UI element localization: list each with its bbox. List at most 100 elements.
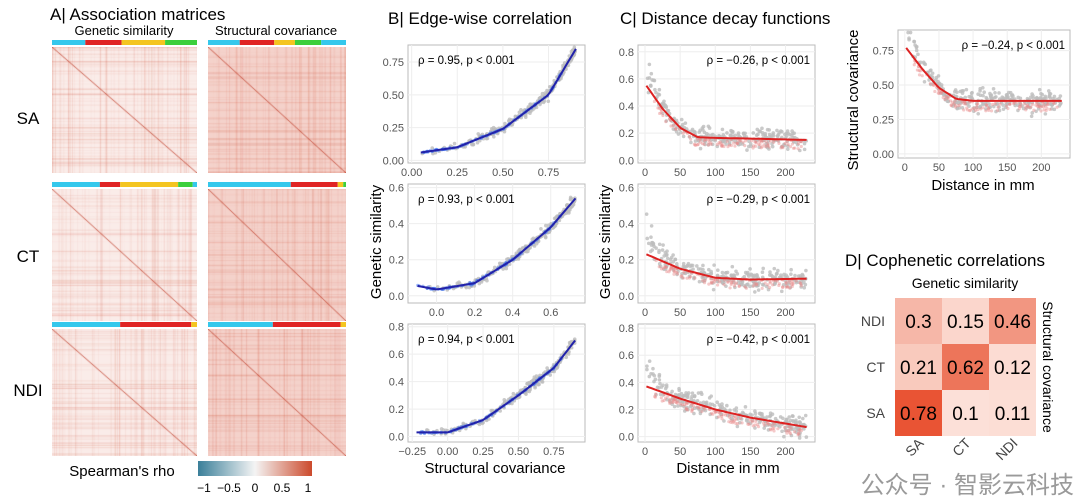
data-point (566, 352, 571, 356)
data-point (539, 227, 543, 231)
density-point (790, 142, 794, 146)
data-point (1010, 96, 1014, 101)
correlation-annotation: ρ = 0.93, p < 0.001 (418, 194, 515, 206)
data-point (675, 398, 680, 403)
data-point (690, 127, 695, 132)
density-point (679, 274, 683, 279)
density-point (700, 141, 704, 146)
density-point (712, 278, 716, 282)
data-point (1013, 103, 1017, 108)
density-point (732, 284, 737, 288)
density-point (786, 285, 790, 289)
density-point (718, 280, 722, 284)
density-point (678, 402, 683, 406)
data-point (782, 434, 786, 439)
density-point (754, 141, 758, 145)
data-point (749, 273, 754, 277)
density-point (784, 281, 788, 286)
panel-a-title: A| Association matrices (50, 5, 225, 24)
data-point (997, 108, 1002, 113)
density-point (771, 283, 775, 287)
data-point (802, 141, 807, 146)
density-point (716, 410, 720, 414)
module-bar-segment (178, 182, 193, 187)
density-point (785, 431, 789, 435)
data-point (930, 71, 935, 76)
density-point (760, 145, 764, 149)
density-point (698, 140, 702, 144)
data-point (783, 132, 787, 137)
data-point (671, 260, 676, 264)
density-point (752, 144, 756, 148)
density-point (729, 282, 733, 286)
data-point (689, 397, 694, 401)
density-point (735, 141, 739, 145)
y-tick-label: 0.0 (389, 291, 404, 303)
x-tick-label: 150 (741, 446, 759, 458)
data-point (798, 148, 802, 153)
density-point (680, 403, 685, 407)
fit-line (417, 197, 577, 291)
y-tick-label: 0.25 (873, 114, 894, 126)
data-point (912, 39, 916, 44)
density-point (741, 140, 745, 144)
data-point (772, 282, 777, 287)
data-point (1047, 94, 1052, 98)
data-point (477, 281, 482, 286)
density-point (761, 421, 765, 425)
data-point (976, 111, 981, 116)
density-point (740, 421, 744, 425)
data-point (955, 90, 959, 95)
data-point (801, 274, 805, 278)
density-point (717, 140, 721, 145)
data-point (725, 403, 729, 408)
density-point (950, 100, 955, 104)
data-point (704, 400, 709, 405)
data-point (498, 262, 503, 266)
data-point (768, 270, 772, 274)
data-point (747, 274, 751, 278)
density-point (1008, 102, 1012, 106)
density-point (671, 124, 675, 128)
data-point (671, 268, 676, 272)
density-point (691, 404, 695, 408)
data-point (710, 142, 715, 147)
data-point (730, 264, 735, 269)
density-point (688, 275, 693, 279)
density-point (768, 139, 772, 143)
density-point (931, 83, 935, 87)
data-point (662, 99, 666, 104)
density-point (762, 143, 766, 147)
density-point (692, 142, 697, 146)
data-point (943, 97, 948, 102)
density-point (734, 421, 738, 426)
data-point (1018, 96, 1023, 101)
data-point (752, 273, 757, 278)
x-tick-label: 50 (674, 446, 686, 458)
density-point (704, 137, 709, 142)
density-point (709, 141, 713, 145)
density-point (768, 280, 772, 284)
density-point (718, 142, 722, 146)
data-point (682, 271, 687, 275)
density-point (941, 95, 945, 100)
density-point (698, 405, 702, 410)
data-point (701, 267, 705, 272)
data-point (994, 109, 998, 114)
data-point (709, 271, 714, 276)
data-point (721, 274, 725, 278)
data-point (682, 264, 687, 269)
data-point (778, 424, 782, 429)
y-tick-label: 0.00 (383, 155, 404, 167)
data-point (764, 144, 769, 149)
data-point (736, 142, 741, 147)
data-point (991, 104, 996, 109)
heatmap-cell (989, 344, 1036, 390)
data-point (946, 99, 951, 104)
data-point (692, 394, 697, 399)
density-point (673, 397, 677, 402)
data-point (753, 290, 757, 294)
density-point (965, 106, 969, 110)
density-point (798, 281, 802, 285)
data-point (989, 93, 994, 97)
